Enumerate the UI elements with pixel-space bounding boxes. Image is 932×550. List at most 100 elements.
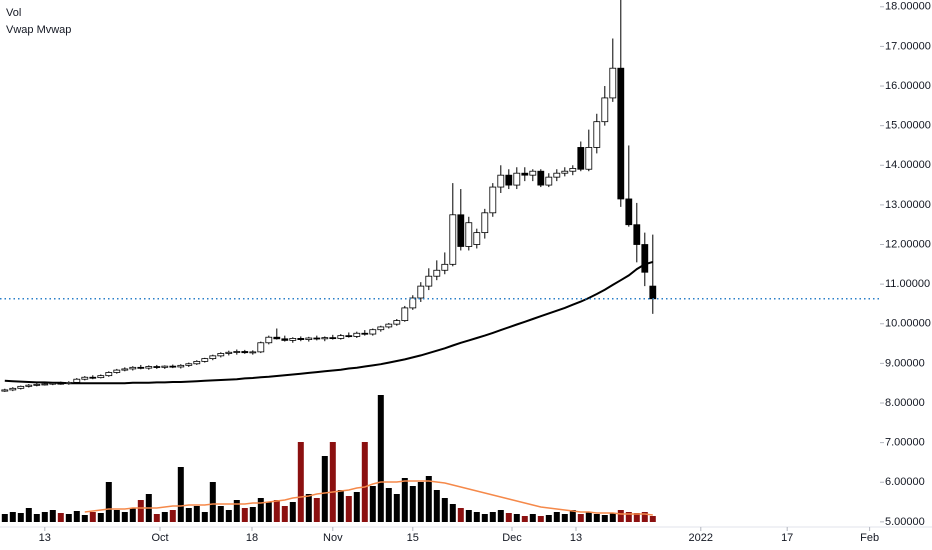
- candle-body: [481, 212, 489, 234]
- volume-bar: [249, 507, 256, 522]
- candle-body: [449, 214, 457, 265]
- volume-bar: [73, 511, 80, 522]
- candle-body: [353, 332, 361, 337]
- candle-body: [513, 172, 521, 186]
- candle-body: [577, 147, 585, 170]
- candle-body: [633, 224, 641, 245]
- volume-bar: [489, 512, 496, 522]
- volume-bar: [433, 490, 440, 522]
- candle-body: [505, 174, 513, 186]
- candle-body: [137, 366, 145, 369]
- volume-bar: [33, 514, 40, 522]
- volume-bar: [353, 492, 360, 522]
- x-tick-label: 13: [570, 532, 582, 544]
- candle-body: [457, 214, 465, 247]
- candle-body: [241, 351, 249, 354]
- x-tick-label: Dec: [502, 532, 522, 544]
- candle-body: [57, 382, 65, 385]
- candle-body: [17, 385, 25, 389]
- volume-bar: [369, 486, 376, 522]
- candle-body: [497, 174, 505, 188]
- x-tick-label: 18: [246, 532, 258, 544]
- volume-bar: [521, 516, 528, 522]
- volume-bar: [41, 512, 48, 522]
- volume-bar: [25, 508, 32, 522]
- candle-body: [441, 263, 449, 271]
- volume-bar: [457, 508, 464, 522]
- volume-bar: [281, 506, 288, 522]
- candle-body: [9, 387, 17, 391]
- volume-bar: [465, 510, 472, 522]
- candle-body: [537, 170, 545, 186]
- volume-bar: [233, 500, 240, 522]
- candle-body: [265, 336, 273, 344]
- volume-bar: [105, 482, 112, 522]
- volume-bar: [161, 512, 168, 522]
- volume-bar: [313, 498, 320, 522]
- volume-bar: [169, 510, 176, 522]
- volume-bar: [297, 442, 304, 522]
- volume-bar: [121, 512, 128, 522]
- candle-body: [297, 338, 305, 340]
- volume-bar: [273, 500, 280, 522]
- candle-body: [289, 338, 297, 341]
- y-tick-label: 6.00000: [885, 476, 925, 488]
- candle-body: [113, 369, 121, 373]
- volume-bar: [89, 512, 96, 522]
- y-tick-label: 9.00000: [885, 357, 925, 369]
- candle-body: [97, 375, 105, 379]
- volume-bar: [545, 515, 552, 522]
- volume-bar: [257, 498, 264, 522]
- volume-bar: [401, 478, 408, 522]
- volume-bar: [1, 514, 8, 522]
- candle-body: [425, 275, 433, 287]
- volume-bar: [449, 504, 456, 522]
- candle-body: [89, 376, 97, 379]
- volume-bar: [625, 512, 632, 522]
- volume-ma-line: [84, 480, 653, 516]
- y-tick-label: 18.00000: [885, 1, 931, 13]
- volume-bar: [65, 514, 72, 522]
- volume-bar: [49, 510, 56, 522]
- candle-body: [121, 368, 129, 371]
- legend-vol: Vol: [6, 7, 21, 19]
- candle-body: [65, 381, 73, 384]
- candle-body: [185, 363, 193, 366]
- volume-bar: [225, 510, 232, 522]
- candle-body: [601, 97, 609, 123]
- volume-bar: [97, 513, 104, 522]
- y-tick-label: 16.00000: [885, 80, 931, 92]
- candle-body: [385, 323, 393, 328]
- x-tick-label: 15: [407, 532, 419, 544]
- volume-bar: [609, 513, 616, 522]
- volume-bar: [345, 496, 352, 522]
- volume-bar: [505, 513, 512, 522]
- candle-body: [273, 336, 281, 340]
- candle-body: [129, 366, 137, 370]
- volume-bar: [569, 510, 576, 522]
- candle-body: [569, 168, 577, 172]
- candle-body: [105, 372, 113, 377]
- candle-body: [225, 351, 233, 354]
- volume-bar: [193, 506, 200, 522]
- y-tick-label: 12.00000: [885, 238, 931, 250]
- volume-bar: [393, 494, 400, 522]
- x-tick-label: Nov: [323, 532, 343, 544]
- volume-bar: [497, 510, 504, 522]
- candle-body: [209, 355, 217, 360]
- volume-bar: [593, 514, 600, 522]
- volume-bar: [137, 500, 144, 522]
- candle-body: [305, 337, 313, 340]
- candle-body: [409, 297, 417, 309]
- x-tick-label: 17: [781, 532, 793, 544]
- volume-bar: [57, 513, 64, 522]
- candle-body: [529, 170, 537, 176]
- candle-body: [281, 338, 289, 341]
- volume-bar: [425, 476, 432, 522]
- volume-bar: [513, 514, 520, 522]
- candle-body: [361, 332, 369, 335]
- candle-body: [417, 285, 425, 299]
- y-tick-label: 10.00000: [885, 318, 931, 330]
- volume-bar: [241, 508, 248, 522]
- candle-body: [649, 285, 657, 300]
